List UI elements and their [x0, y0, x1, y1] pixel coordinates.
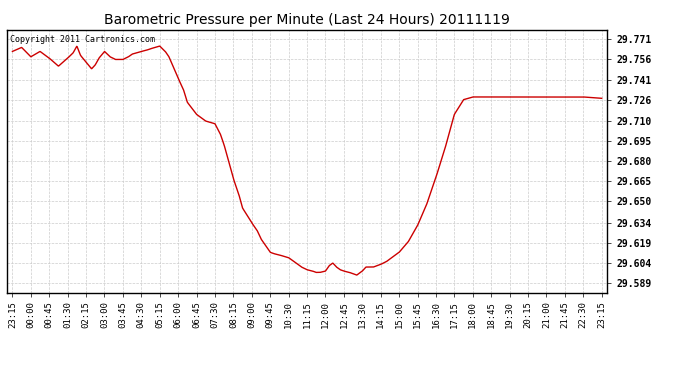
Text: Copyright 2011 Cartronics.com: Copyright 2011 Cartronics.com	[10, 35, 155, 44]
Title: Barometric Pressure per Minute (Last 24 Hours) 20111119: Barometric Pressure per Minute (Last 24 …	[104, 13, 510, 27]
